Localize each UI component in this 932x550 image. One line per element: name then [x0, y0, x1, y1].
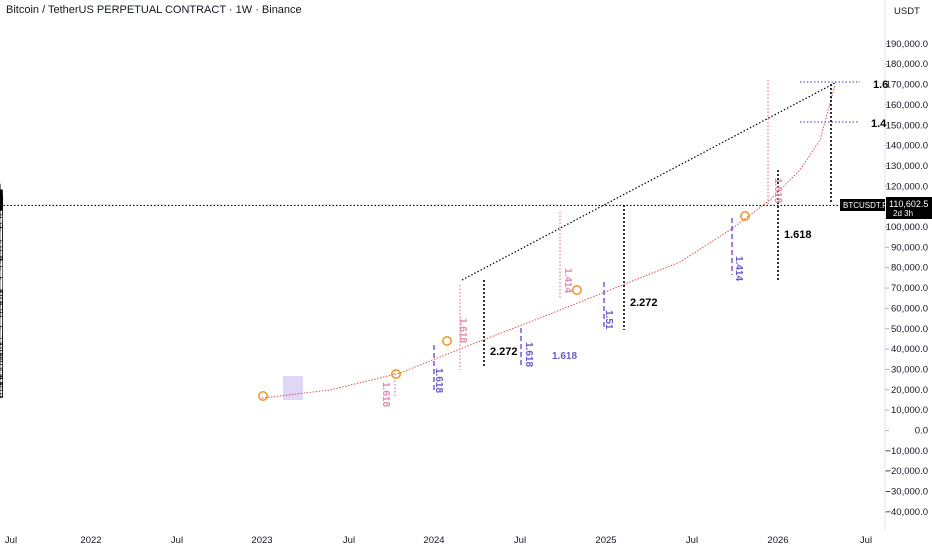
y-tick-label: 130,000.0	[886, 161, 928, 172]
drawing-layer	[0, 80, 885, 400]
price-tag-value: 110,602.5	[889, 199, 928, 209]
symbol-text: BTCUSDT.P	[843, 201, 887, 210]
price-tag-box	[886, 197, 932, 219]
last-price-tag[interactable]: BTCUSDT.P 110,602.5 2d 3h	[840, 197, 932, 219]
y-tick-label: 180,000.0	[886, 59, 928, 70]
y-tick-label: −20,000.0	[885, 466, 928, 477]
y-tick-label: 40,000.0	[891, 344, 928, 355]
y-tick-label: 100,000.0	[886, 222, 928, 233]
highlight-box	[283, 376, 303, 400]
annotation-label: 1.4	[871, 118, 887, 130]
candle-body	[0, 369, 3, 376]
pivot-marker[interactable]	[441, 335, 452, 346]
candle-body	[0, 364, 3, 369]
y-tick-label: −40,000.0	[885, 507, 928, 518]
y-tick-label: 140,000.0	[886, 141, 928, 152]
annotation-label: 2.272	[630, 297, 658, 309]
annotation-label: 1.618	[433, 368, 444, 393]
price-tag-countdown: 2d 3h	[893, 209, 913, 218]
annotation-label: 1.618	[457, 318, 468, 343]
y-tick-label: 120,000.0	[886, 181, 928, 192]
y-tick-label: −10,000.0	[885, 446, 928, 457]
annotation-label: 1.51	[603, 310, 614, 330]
pivot-marker[interactable]	[739, 211, 750, 222]
y-tick-label: 150,000.0	[886, 120, 928, 131]
candle-body	[0, 297, 3, 303]
overlay-layer	[257, 211, 750, 401]
candle-body	[0, 206, 3, 211]
y-tick-label: 190,000.0	[886, 39, 928, 50]
x-tick-label: 2025	[595, 535, 616, 546]
x-tick-label: Jul	[860, 535, 872, 546]
candles-layer	[0, 183, 3, 399]
annotation-label: 1.414	[733, 256, 744, 281]
annotation-label: 1.618	[784, 229, 812, 241]
trend-line[interactable]	[461, 82, 836, 281]
y-tick-label: 50,000.0	[891, 324, 928, 335]
y-tick-label: 0.0	[915, 426, 928, 437]
pivot-marker[interactable]	[390, 368, 401, 379]
x-tick-label: 2024	[423, 535, 444, 546]
currency-label: USDT	[894, 6, 920, 17]
y-tick-label: 20,000.0	[891, 385, 928, 396]
y-tick-label: 70,000.0	[891, 283, 928, 294]
y-tick-label: 60,000.0	[891, 303, 928, 314]
y-axis[interactable]: 190,000.0 180,000.0 170,000.0 160,000.0 150,…	[885, 39, 928, 518]
chart-title: Bitcoin / TetherUS PERPETUAL CONTRACT · …	[6, 4, 302, 16]
y-tick-label: 170,000.0	[886, 80, 928, 91]
y-tick-label: 80,000.0	[891, 263, 928, 274]
candle-body	[0, 337, 3, 344]
y-tick-label: 90,000.0	[891, 242, 928, 253]
y-tick-label: 30,000.0	[891, 364, 928, 375]
x-tick-label: 2022	[80, 535, 101, 546]
x-axis[interactable]: Jul 2022 Jul 2023 Jul 2024 Jul 2025 Jul 2026 Jul	[5, 535, 872, 546]
annotation-label: 1.618	[552, 351, 577, 362]
x-tick-label: Jul	[343, 535, 355, 546]
x-tick-label: 2023	[251, 535, 272, 546]
x-tick-label: 2026	[767, 535, 788, 546]
x-tick-label: Jul	[514, 535, 526, 546]
annotation-label: 1.618	[523, 342, 534, 367]
x-tick-label: Jul	[5, 535, 17, 546]
annotation-label: 1.618	[380, 382, 391, 407]
annotation-label: 2.272	[490, 346, 518, 358]
x-tick-label: Jul	[171, 535, 183, 546]
pivot-marker[interactable]	[257, 390, 268, 401]
y-tick-label: −30,000.0	[885, 487, 928, 498]
y-tick-label: 10,000.0	[891, 405, 928, 416]
x-tick-label: Jul	[686, 535, 698, 546]
annotation-label: 1.6	[873, 79, 888, 91]
annotation-label: 1.618	[772, 178, 783, 203]
y-tick-label: 160,000.0	[886, 100, 928, 111]
pivot-marker[interactable]	[571, 284, 582, 295]
symbol-tag	[840, 199, 885, 211]
annotation-label: 1.414	[562, 268, 573, 293]
